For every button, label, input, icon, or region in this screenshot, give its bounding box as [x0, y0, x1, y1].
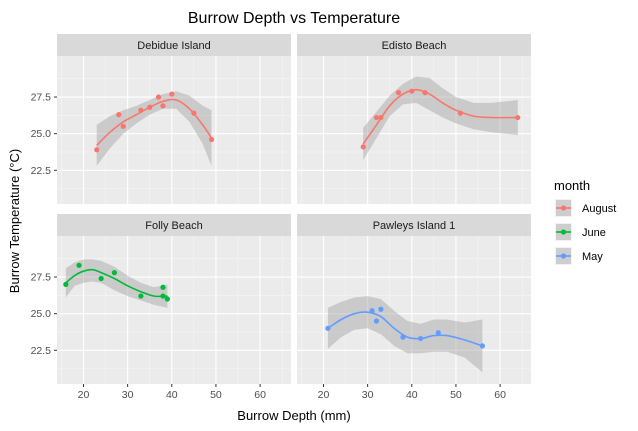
- data-point: [395, 90, 402, 96]
- data-point: [479, 343, 486, 349]
- data-point: [515, 114, 521, 121]
- panel-edisto-beach: Edisto Beach: [297, 34, 531, 204]
- data-point: [160, 103, 166, 109]
- data-point: [116, 112, 122, 118]
- x-tick-label: 60: [494, 389, 506, 401]
- data-point: [373, 114, 380, 121]
- panel-background: [57, 236, 291, 384]
- x-tick-label: 20: [318, 389, 330, 401]
- data-point: [120, 123, 126, 129]
- data-point: [160, 284, 166, 290]
- panel-debidue-island: Debidue Island 22.5 25.0 27.5: [31, 34, 291, 204]
- data-point: [191, 110, 197, 116]
- x-axis-title: Burrow Depth (mm): [237, 408, 350, 423]
- data-point: [422, 90, 428, 96]
- legend-key-point: [560, 229, 567, 235]
- facet-strip-label: Debidue Island: [137, 40, 210, 52]
- data-point: [378, 306, 384, 312]
- legend-key-point: [560, 253, 567, 259]
- facet-strip: [297, 34, 531, 56]
- legend-label: May: [582, 251, 603, 263]
- data-point: [155, 94, 162, 100]
- data-point: [435, 330, 441, 336]
- x-tick-label: 30: [362, 389, 374, 401]
- x-tick-label: 50: [450, 389, 462, 401]
- panel-pawleys-island-1: Pawleys Island 1 20 30 40 50 60: [297, 214, 531, 401]
- confidence-band: [327, 296, 483, 373]
- y-tick-label: 27.5: [31, 272, 52, 284]
- x-tick-label: 20: [78, 389, 90, 401]
- legend-label: August: [582, 203, 616, 215]
- smooth-line: [65, 268, 168, 298]
- confidence-band: [96, 91, 212, 166]
- facet-strip: [57, 214, 291, 236]
- data-point: [418, 335, 424, 342]
- panel-background: [297, 236, 531, 384]
- x-tick-label: 50: [210, 389, 222, 401]
- data-point: [63, 281, 69, 287]
- facet-strip: [57, 34, 291, 56]
- data-point: [138, 107, 144, 113]
- data-point: [378, 114, 384, 121]
- data-point: [409, 88, 415, 94]
- x-tick-label: 40: [166, 389, 178, 401]
- x-tick-label: 30: [122, 389, 134, 401]
- facet-strip-label: Folly Beach: [145, 220, 202, 232]
- panel-background: [57, 56, 291, 204]
- data-point: [325, 325, 331, 331]
- legend-label: June: [582, 227, 606, 239]
- facet-strip-label: Edisto Beach: [382, 40, 447, 52]
- facet-strip: [297, 214, 531, 236]
- smooth-line: [96, 98, 213, 146]
- smooth-line: [327, 311, 483, 347]
- data-point: [98, 275, 104, 282]
- legend-key-point: [560, 205, 567, 211]
- data-point: [169, 91, 175, 97]
- data-point: [208, 136, 215, 143]
- data-point: [76, 262, 82, 268]
- data-point: [360, 144, 366, 150]
- data-point: [111, 270, 117, 276]
- y-tick-label: 27.5: [31, 92, 52, 104]
- data-point: [164, 296, 170, 302]
- data-point: [147, 104, 153, 110]
- y-tick-label: 25.0: [31, 128, 52, 140]
- facet-panels: Debidue Island 22.5 25.0 27.5 Edisto Beach Fo…: [31, 34, 531, 401]
- data-point: [457, 110, 463, 116]
- y-tick-label: 22.5: [31, 345, 52, 357]
- data-point: [369, 308, 375, 314]
- legend-title: month: [554, 178, 590, 193]
- facet-strip-label: Pawleys Island 1: [373, 220, 456, 232]
- chart-title: Burrow Depth vs Temperature: [188, 10, 400, 27]
- y-tick-label: 25.0: [31, 308, 52, 320]
- data-point: [160, 293, 166, 299]
- x-tick-label: 40: [406, 389, 418, 401]
- data-point: [373, 318, 380, 324]
- y-axis-title: Burrow Temperature (°C): [7, 149, 22, 293]
- panel-folly-beach: Folly Beach 22.5 25.0 27.5 20 30 40 50 60: [31, 214, 291, 401]
- smooth-line: [362, 88, 518, 145]
- x-tick-label: 60: [254, 389, 266, 401]
- data-point: [400, 334, 406, 340]
- y-tick-label: 22.5: [31, 165, 52, 177]
- data-point: [94, 147, 100, 153]
- confidence-band: [363, 76, 518, 160]
- legend: month August June May: [554, 178, 616, 265]
- panel-background: [297, 56, 531, 204]
- data-point: [138, 293, 144, 299]
